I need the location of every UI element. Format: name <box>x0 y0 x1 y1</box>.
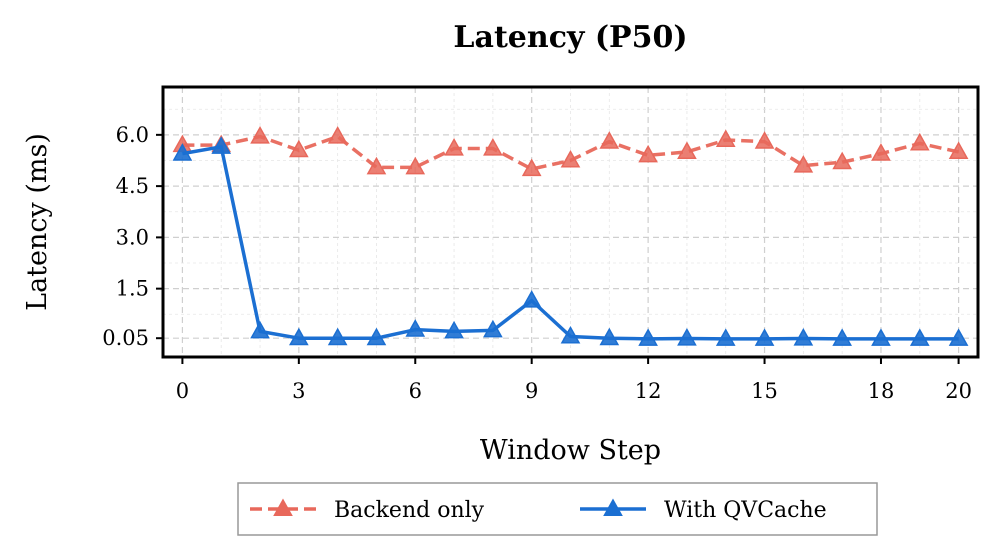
data-point-marker <box>250 126 270 144</box>
data-point-marker <box>715 129 736 148</box>
data-point-marker <box>521 290 542 308</box>
data-point-marker <box>871 143 891 161</box>
data-point-marker <box>638 328 658 346</box>
x-tick-label: 12 <box>635 379 662 403</box>
data-point-marker <box>327 126 348 144</box>
legend-label: With QVCache <box>664 498 827 523</box>
legend-label: Backend only <box>334 498 485 523</box>
data-point-marker <box>793 328 814 346</box>
x-tick-label: 15 <box>751 379 778 403</box>
series-0 <box>172 126 969 177</box>
axis-ticks: 0 3 6 9 12 15 18 20 0.05 1.5 3.0 4.5 6.0 <box>102 123 972 403</box>
x-tick-label: 0 <box>176 379 189 403</box>
data-point-marker <box>366 327 387 346</box>
data-point-marker <box>754 131 775 149</box>
data-point-marker <box>909 132 930 151</box>
data-point-marker <box>599 327 620 346</box>
chart-title: Latency (P50) <box>453 20 687 55</box>
x-tick-label: 6 <box>409 379 422 403</box>
x-tick-label: 3 <box>292 379 305 403</box>
data-point-marker <box>638 144 658 163</box>
data-point-marker <box>405 156 426 175</box>
y-tick-label: 1.5 <box>116 277 149 301</box>
data-point-marker <box>289 139 309 158</box>
y-tick-label: 0.05 <box>102 326 149 350</box>
data-point-marker <box>172 143 193 161</box>
x-tick-label: 18 <box>868 379 895 403</box>
data-point-marker <box>327 327 348 346</box>
data-point-marker <box>444 137 464 156</box>
data-point-marker <box>793 155 814 173</box>
data-point-marker <box>715 328 736 346</box>
data-point-marker <box>754 328 775 346</box>
data-point-marker <box>250 320 270 339</box>
data-point-marker <box>444 320 464 339</box>
data-point-marker <box>560 325 581 344</box>
y-tick-label: 6.0 <box>116 123 149 147</box>
data-point-marker <box>599 131 620 149</box>
data-point-marker <box>832 151 852 170</box>
data-point-marker <box>677 141 697 159</box>
plot-frame <box>161 85 980 359</box>
data-point-marker <box>483 319 503 338</box>
data-point-marker <box>483 137 503 156</box>
data-point-marker <box>948 328 969 346</box>
data-point-marker <box>948 141 969 159</box>
legend-box <box>237 482 878 536</box>
y-tick-label: 4.5 <box>116 174 149 198</box>
legend-marker <box>273 498 293 517</box>
legend-item-1: With QVCache <box>580 498 827 523</box>
data-point-marker <box>289 327 309 346</box>
data-point-marker <box>677 328 697 346</box>
x-axis-label: Window Step <box>480 435 661 466</box>
y-tick-label: 3.0 <box>116 225 149 249</box>
legend-marker <box>603 498 623 517</box>
legend-item-0: Backend only <box>250 498 485 523</box>
data-point-marker <box>560 149 581 168</box>
data-point-marker <box>832 328 852 346</box>
plot-series <box>172 126 969 346</box>
data-point-marker <box>366 156 387 175</box>
data-point-marker <box>909 328 930 346</box>
x-tick-label: 20 <box>945 379 972 403</box>
data-point-marker <box>405 319 426 337</box>
series-1 <box>172 136 969 346</box>
data-point-marker <box>521 158 542 177</box>
legend: Backend only With QVCache <box>237 482 878 536</box>
y-axis-label: Latency (ms) <box>22 133 53 311</box>
data-point-marker <box>211 136 232 154</box>
x-tick-label: 9 <box>525 379 538 403</box>
grid <box>163 87 978 357</box>
data-point-marker <box>871 328 891 346</box>
